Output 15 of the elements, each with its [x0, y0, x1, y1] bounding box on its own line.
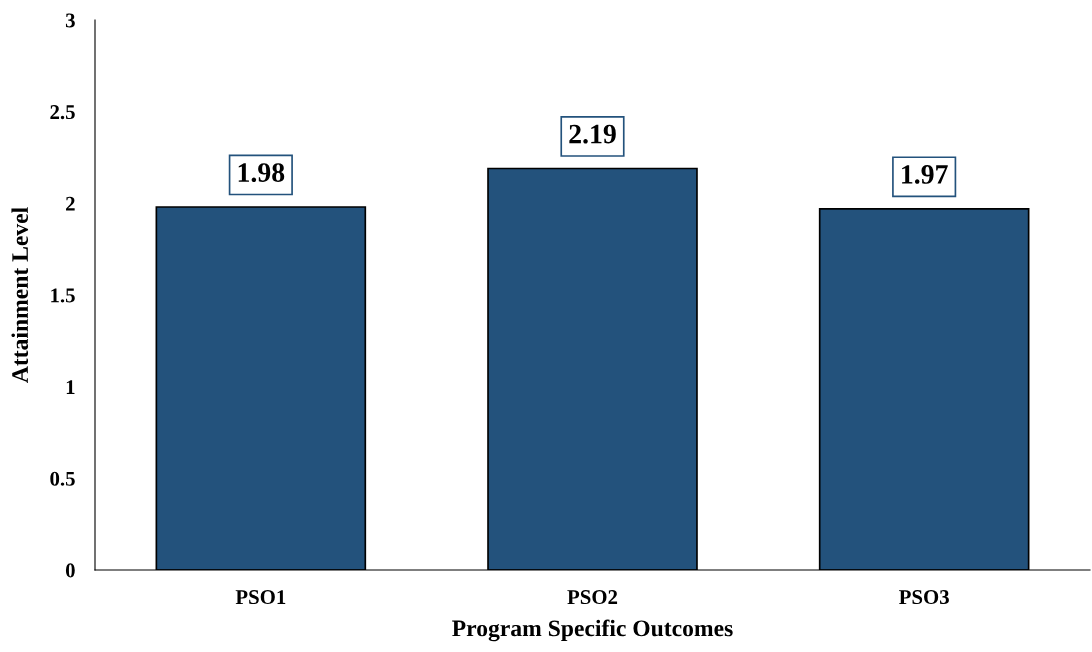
x-tick-label: PSO1 [235, 590, 286, 605]
y-tick-label: 1.5 [51, 288, 75, 303]
y-tick-label: 2.5 [50, 105, 75, 120]
y-tick-label: 0.5 [50, 471, 75, 486]
x-tick-label: PSO3 [899, 590, 949, 605]
data-label: 1.97 [902, 165, 948, 184]
y-tick-label: 0 [65, 563, 75, 578]
x-tick-label: PSO2 [567, 590, 618, 605]
y-tick-label: 3 [65, 13, 75, 28]
y-tick-label: 1 [66, 380, 75, 394]
x-axis-title: Program Specific Outcomes [452, 619, 733, 642]
y-tick-label: 2 [66, 196, 75, 211]
data-label: 2.19 [569, 124, 616, 144]
data-label: 1.98 [238, 163, 285, 183]
y-axis-title: Attainment Level [11, 207, 29, 383]
